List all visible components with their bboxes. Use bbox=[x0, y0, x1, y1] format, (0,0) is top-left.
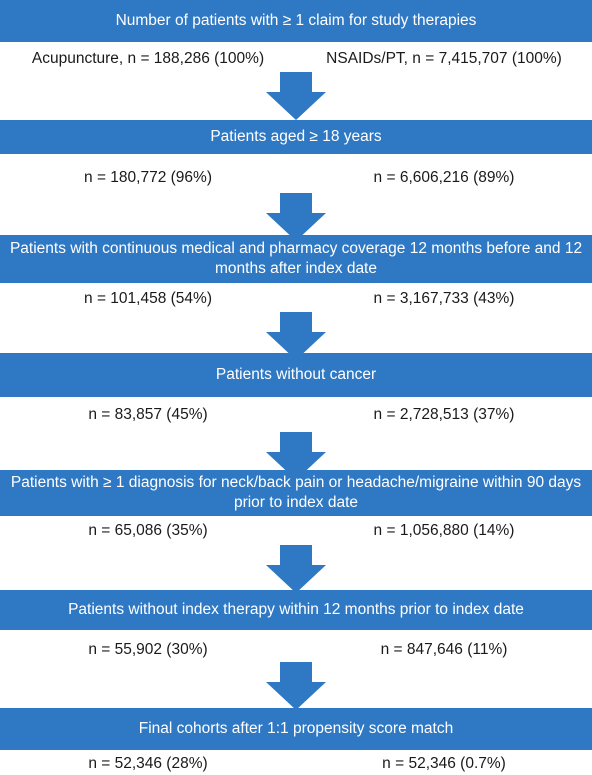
step-7-nsaids-pt-count: n = 52,346 (0.7%) bbox=[382, 755, 506, 772]
down-arrow-icon bbox=[266, 193, 326, 241]
step-4-acupuncture-count: n = 83,857 (45%) bbox=[88, 406, 208, 423]
step-4-title: Patients without cancer bbox=[215, 366, 377, 383]
down-arrow-icon bbox=[266, 432, 326, 480]
step-5-nsaids-pt-count: n = 1,056,880 (14%) bbox=[373, 522, 515, 539]
step-4-nsaids-pt-count: n = 2,728,513 (37%) bbox=[373, 406, 515, 423]
down-arrow-icon bbox=[266, 545, 326, 593]
down-arrow-icon bbox=[266, 72, 326, 120]
step-3-header: Patients with continuous medical and pha… bbox=[0, 235, 592, 283]
step-2-title: Patients aged ≥ 18 years bbox=[210, 128, 382, 145]
step-5-title: Patients with ≥ 1 diagnosis for neck/bac… bbox=[10, 474, 582, 511]
step-6-title: Patients without index therapy within 12… bbox=[68, 601, 524, 618]
down-arrow-icon bbox=[266, 312, 326, 360]
step-7-title: Final cohorts after 1:1 propensity score… bbox=[138, 720, 454, 737]
step-7-header: Final cohorts after 1:1 propensity score… bbox=[0, 708, 592, 750]
step-2-header: Patients aged ≥ 18 years bbox=[0, 120, 592, 154]
step-6-acupuncture-count: n = 55,902 (30%) bbox=[88, 641, 208, 658]
step-3-title: Patients with continuous medical and pha… bbox=[9, 240, 583, 277]
step-1-title: Number of patients with ≥ 1 claim for st… bbox=[115, 12, 477, 29]
step-6-nsaids-pt-count: n = 847,646 (11%) bbox=[380, 641, 508, 658]
step-5-acupuncture-count: n = 65,086 (35%) bbox=[88, 522, 208, 539]
step-5-header: Patients with ≥ 1 diagnosis for neck/bac… bbox=[0, 470, 592, 516]
step-7-acupuncture-count: n = 52,346 (28%) bbox=[88, 755, 208, 772]
step-1-header: Number of patients with ≥ 1 claim for st… bbox=[0, 0, 592, 42]
step-2-acupuncture-count: n = 180,772 (96%) bbox=[84, 169, 212, 186]
step-1-nsaids-pt-count: NSAIDs/PT, n = 7,415,707 (100%) bbox=[326, 50, 562, 67]
step-3-acupuncture-count: n = 101,458 (54%) bbox=[84, 290, 212, 307]
step-2-nsaids-pt-count: n = 6,606,216 (89%) bbox=[373, 169, 515, 186]
step-6-header: Patients without index therapy within 12… bbox=[0, 590, 592, 630]
step-1-acupuncture-count: Acupuncture, n = 188,286 (100%) bbox=[31, 50, 265, 67]
step-3-nsaids-pt-count: n = 3,167,733 (43%) bbox=[373, 290, 515, 307]
step-4-header: Patients without cancer bbox=[0, 353, 592, 397]
down-arrow-icon bbox=[266, 662, 326, 710]
